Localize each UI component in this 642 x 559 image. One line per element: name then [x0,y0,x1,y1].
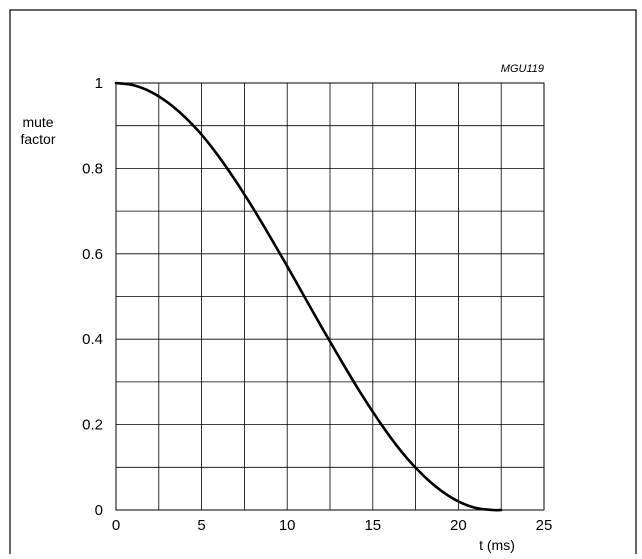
x-axis-label: t (ms) [479,537,515,553]
y-tick-label: 0.4 [82,331,103,348]
x-tick-label: 10 [279,517,296,534]
series-line-mute-factor [114,81,503,512]
y-tick-label: 0.8 [82,160,103,177]
y-tick-label: 0 [95,502,103,519]
figure-code: MGU119 [501,63,544,75]
x-axis-ticks: 0 5 10 15 20 25 [112,517,553,534]
x-tick-label: 5 [197,517,205,534]
plot-border [115,82,545,511]
x-tick-label: 20 [450,517,467,534]
x-tick-label: 0 [112,517,120,534]
y-axis-ticks: 0 0.2 0.4 0.6 0.8 1 [82,75,103,519]
y-tick-label: 0.6 [82,246,103,263]
y-axis-label-line-2: factor [20,131,55,147]
y-tick-label: 1 [95,75,103,92]
outer-frame [9,9,637,559]
x-tick-label: 25 [536,517,553,534]
y-tick-label: 0.2 [82,417,103,434]
x-tick-label: 15 [364,517,381,534]
grid [116,83,544,510]
y-axis-label-line-1: mute [22,114,53,130]
